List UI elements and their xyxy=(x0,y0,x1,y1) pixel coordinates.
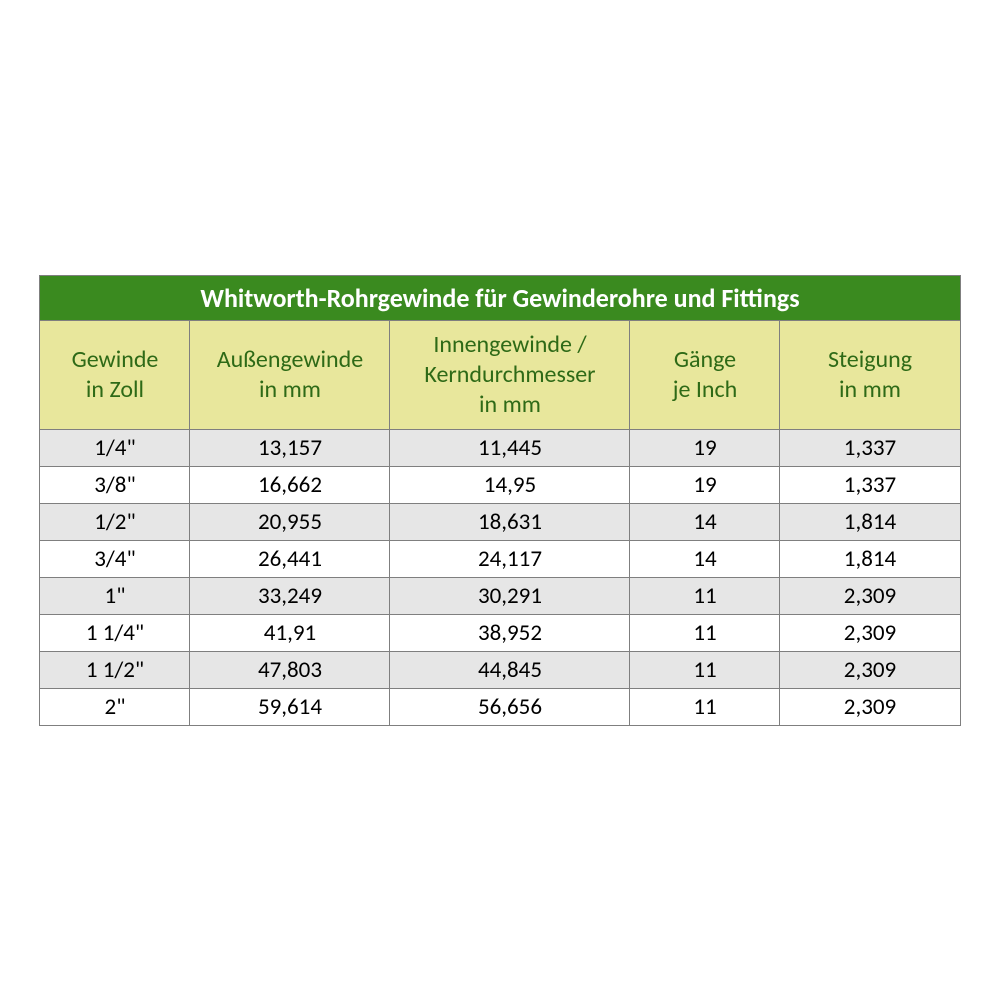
table-cell: 20,955 xyxy=(190,503,390,540)
page-canvas: Whitworth-Rohrgewinde für Gewinderohre u… xyxy=(0,0,1000,1000)
table-cell: 19 xyxy=(630,466,780,503)
table-cell: 14 xyxy=(630,503,780,540)
table-row: 1"33,24930,291112,309 xyxy=(40,577,960,614)
table-cell: 1" xyxy=(40,577,190,614)
table-cell: 26,441 xyxy=(190,540,390,577)
table-cell: 59,614 xyxy=(190,688,390,725)
table-cell: 11,445 xyxy=(390,429,630,466)
table-cell: 1/2" xyxy=(40,503,190,540)
table-cell: 11 xyxy=(630,614,780,651)
table-cell: 1,337 xyxy=(780,429,960,466)
table-cell: 14,95 xyxy=(390,466,630,503)
table-cell: 1 1/4" xyxy=(40,614,190,651)
table-cell: 2,309 xyxy=(780,651,960,688)
table-cell: 2,309 xyxy=(780,688,960,725)
table-cell: 24,117 xyxy=(390,540,630,577)
table-row: 2"59,61456,656112,309 xyxy=(40,688,960,725)
table-cell: 1,337 xyxy=(780,466,960,503)
table-cell: 44,845 xyxy=(390,651,630,688)
table-row: 1/2"20,95518,631141,814 xyxy=(40,503,960,540)
table-row: 3/8"16,66214,95191,337 xyxy=(40,466,960,503)
title-row: Whitworth-Rohrgewinde für Gewinderohre u… xyxy=(40,275,960,320)
table-row: 1 1/4"41,9138,952112,309 xyxy=(40,614,960,651)
table-cell: 11 xyxy=(630,688,780,725)
table-cell: 13,157 xyxy=(190,429,390,466)
table-cell: 38,952 xyxy=(390,614,630,651)
col-header-steigung: Steigungin mm xyxy=(780,320,960,429)
table-cell: 16,662 xyxy=(190,466,390,503)
table-cell: 11 xyxy=(630,577,780,614)
table-title: Whitworth-Rohrgewinde für Gewinderohre u… xyxy=(40,275,960,320)
table-cell: 41,91 xyxy=(190,614,390,651)
col-header-gaenge: Gängeje Inch xyxy=(630,320,780,429)
table-row: 1 1/2"47,80344,845112,309 xyxy=(40,651,960,688)
table-row: 3/4"26,44124,117141,814 xyxy=(40,540,960,577)
col-header-aussengewinde: Außengewindein mm xyxy=(190,320,390,429)
table-cell: 3/4" xyxy=(40,540,190,577)
table-cell: 3/8" xyxy=(40,466,190,503)
table-cell: 18,631 xyxy=(390,503,630,540)
table-cell: 1,814 xyxy=(780,540,960,577)
table-cell: 11 xyxy=(630,651,780,688)
table-row: 1/4"13,15711,445191,337 xyxy=(40,429,960,466)
table-cell: 1 1/2" xyxy=(40,651,190,688)
table-cell: 19 xyxy=(630,429,780,466)
col-header-gewinde: Gewindein Zoll xyxy=(40,320,190,429)
header-row: Gewindein Zoll Außengewindein mm Innenge… xyxy=(40,320,960,429)
table-cell: 14 xyxy=(630,540,780,577)
table-cell: 33,249 xyxy=(190,577,390,614)
whitworth-table: Whitworth-Rohrgewinde für Gewinderohre u… xyxy=(39,275,960,726)
table-cell: 1,814 xyxy=(780,503,960,540)
table-cell: 2,309 xyxy=(780,577,960,614)
table-cell: 2" xyxy=(40,688,190,725)
table-body: 1/4"13,15711,445191,3373/8"16,66214,9519… xyxy=(40,429,960,725)
col-header-innengewinde: Innengewinde /Kerndurchmesserin mm xyxy=(390,320,630,429)
table-cell: 30,291 xyxy=(390,577,630,614)
table-cell: 2,309 xyxy=(780,614,960,651)
table-cell: 56,656 xyxy=(390,688,630,725)
table-cell: 1/4" xyxy=(40,429,190,466)
table-cell: 47,803 xyxy=(190,651,390,688)
